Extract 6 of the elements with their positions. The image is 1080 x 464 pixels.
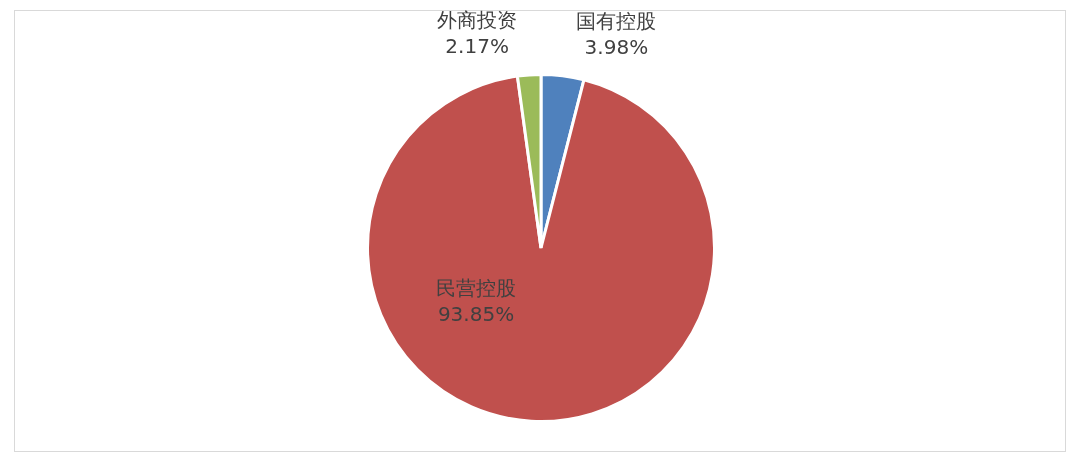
- data-label: 2.17%: [445, 34, 509, 59]
- slice-label: 民营控股: [436, 276, 516, 301]
- data-label: 93.85%: [437, 302, 515, 327]
- slice-label: 国有控股: [576, 9, 657, 34]
- data-label: 3.98%: [584, 35, 649, 60]
- slice-label: 外商投资: [437, 8, 518, 33]
